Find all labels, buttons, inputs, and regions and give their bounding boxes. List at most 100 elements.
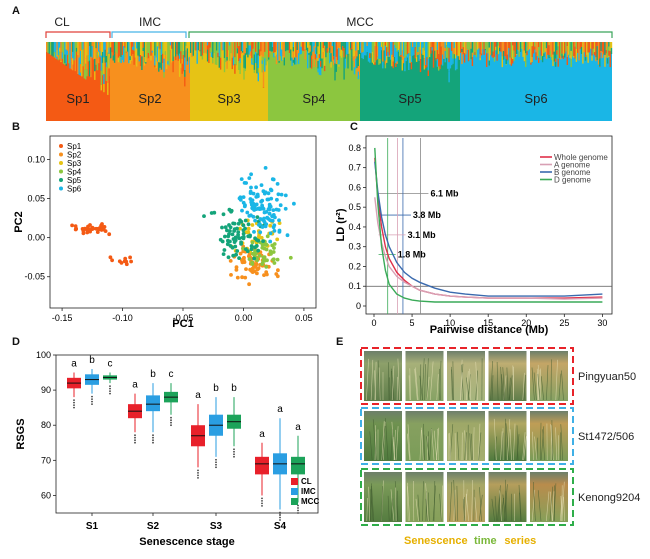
admixture-strand xyxy=(446,42,447,45)
admixture-strand xyxy=(114,42,115,53)
significance-letter: b xyxy=(213,383,219,394)
admixture-strand xyxy=(382,62,383,69)
admixture-strand xyxy=(230,49,231,53)
box-outlier xyxy=(279,519,281,521)
admixture-strand xyxy=(515,42,516,54)
admixture-strand xyxy=(216,42,217,51)
admixture-strand xyxy=(172,61,173,72)
admixture-strand xyxy=(445,48,446,51)
admixture-strand xyxy=(598,42,599,57)
pca-point-sp3 xyxy=(268,224,272,228)
admixture-strand xyxy=(154,42,155,56)
group-label-imc: IMC xyxy=(139,15,161,29)
admixture-strand xyxy=(377,47,378,57)
admixture-strand xyxy=(406,42,407,45)
admixture-strand xyxy=(506,42,507,59)
box-outlier xyxy=(91,396,93,398)
admixture-strand xyxy=(198,50,199,51)
admixture-strand xyxy=(86,56,87,70)
admixture-strand xyxy=(554,52,555,62)
admixture-strand xyxy=(356,42,357,56)
admixture-strand xyxy=(555,59,556,62)
admixture-strand xyxy=(351,58,352,71)
admixture-strand xyxy=(468,50,469,59)
admixture-strand xyxy=(500,42,501,46)
admixture-strand xyxy=(302,42,303,51)
admixture-strand xyxy=(282,42,283,56)
admixture-strand xyxy=(556,42,557,50)
admixture-strand xyxy=(290,42,291,50)
admixture-strand xyxy=(424,65,425,69)
admixture-strand xyxy=(373,55,374,62)
admixture-strand xyxy=(185,42,186,46)
admixture-strand xyxy=(600,42,601,51)
pca-point-sp5 xyxy=(236,233,240,237)
admixture-strand xyxy=(145,52,146,62)
admixture-strand xyxy=(203,42,204,53)
pca-point-sp6 xyxy=(272,213,276,217)
pca-point-sp6 xyxy=(258,230,262,234)
significance-letter: c xyxy=(108,359,113,370)
box-outlier xyxy=(109,390,111,392)
admixture-strand xyxy=(560,56,561,59)
admixture-strand xyxy=(113,56,114,61)
admixture-strand xyxy=(478,42,479,48)
admixture-strand xyxy=(158,62,159,71)
box-outlier xyxy=(73,402,75,404)
admixture-strand xyxy=(282,56,283,60)
pca-point-sp5 xyxy=(237,222,241,226)
ld-legend-label: D genome xyxy=(554,176,591,185)
subpop-label-sp1: Sp1 xyxy=(66,91,89,106)
pca-point-sp6 xyxy=(247,214,251,218)
admixture-strand xyxy=(480,42,481,54)
admixture-strand xyxy=(288,42,289,50)
pca-point-sp5 xyxy=(202,214,206,218)
pca-point-sp6 xyxy=(279,203,283,207)
admixture-strand xyxy=(307,51,308,68)
admixture-strand xyxy=(321,42,322,59)
admixture-strand xyxy=(604,42,605,55)
pca-point-sp5 xyxy=(220,226,224,230)
admixture-strand xyxy=(530,42,531,59)
pca-point-sp2 xyxy=(240,275,244,279)
pca-point-sp6 xyxy=(269,188,273,192)
admixture-strand xyxy=(486,42,487,53)
admixture-strand xyxy=(416,57,417,62)
admixture-strand xyxy=(127,42,128,52)
admixture-strand xyxy=(325,42,326,50)
admixture-strand xyxy=(378,42,379,59)
pca-point-sp1 xyxy=(83,227,87,231)
admixture-strand xyxy=(361,53,362,58)
admixture-strand xyxy=(402,60,403,71)
admixture-strand xyxy=(513,51,514,62)
admixture-strand xyxy=(258,55,259,68)
admixture-strand xyxy=(567,42,568,46)
admixture-strand xyxy=(175,57,176,60)
admixture-strand xyxy=(259,49,260,56)
admixture-strand xyxy=(163,42,164,59)
admixture-strand xyxy=(311,56,312,69)
admixture-strand xyxy=(546,42,547,48)
admixture-strand xyxy=(289,42,290,53)
admixture-strand xyxy=(102,52,103,63)
admixture-strand xyxy=(163,59,164,72)
admixture-strand xyxy=(485,49,486,50)
admixture-strand xyxy=(101,56,102,71)
pca-x-tick-label: 0.00 xyxy=(235,313,253,323)
admixture-strand xyxy=(243,42,244,55)
box-outlier xyxy=(152,442,154,444)
admixture-strand xyxy=(59,52,60,60)
panel-label-d: D xyxy=(12,336,20,348)
admixture-strand xyxy=(378,59,379,65)
admixture-strand xyxy=(79,58,80,73)
admixture-strand xyxy=(561,47,562,54)
admixture-strand xyxy=(212,42,213,58)
admixture-strand xyxy=(526,51,527,55)
admixture-strand xyxy=(368,58,369,62)
subpop-label-sp4: Sp4 xyxy=(302,91,325,106)
admixture-strand xyxy=(86,42,87,56)
admixture-strand xyxy=(320,50,321,61)
senescence-photo xyxy=(406,472,444,522)
